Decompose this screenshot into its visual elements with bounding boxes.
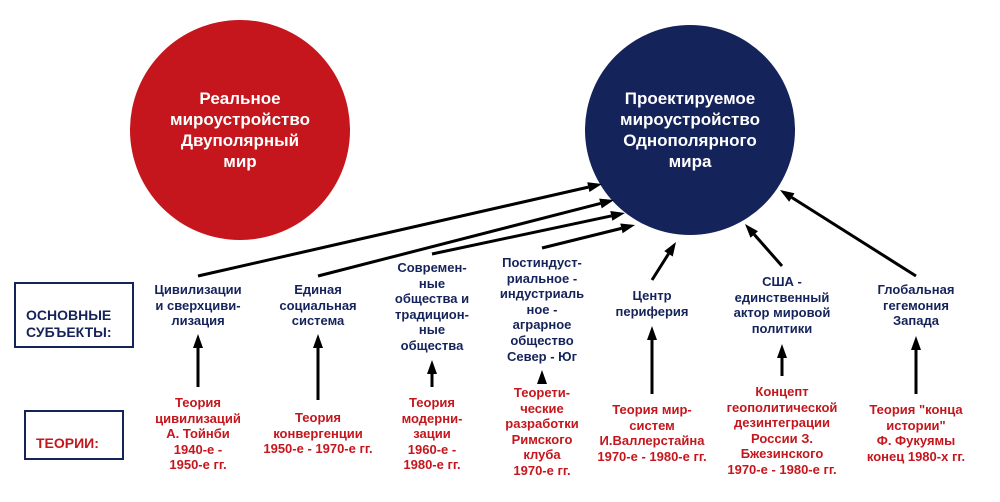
subject-6: Глобальная гегемония Запада — [857, 282, 975, 329]
row-label-subjects-text: ОСНОВНЫЕ СУБЪЕКТЫ: — [26, 307, 112, 340]
subject-2-text: Современ- ные общества и традицион- ные … — [395, 260, 469, 353]
subject-5-text: США - единственный актор мировой политик… — [734, 274, 831, 336]
theory-4-text: Теория мир- систем И.Валлерстайна 1970-е… — [597, 402, 706, 464]
subject-4-text: Центр периферия — [616, 288, 689, 319]
subject-2: Современ- ные общества и традицион- ные … — [373, 260, 491, 354]
theory-0-text: Теория цивилизаций А. Тойнби 1940-е - 19… — [155, 395, 241, 472]
theory-2: Теория модерни- зации 1960-е - 1980-е гг… — [373, 395, 491, 473]
theory-4: Теория мир- систем И.Валлерстайна 1970-е… — [593, 402, 711, 464]
circle-unipolar-world: Проектируемое мироустройство Однополярно… — [585, 25, 795, 235]
theory-3-text: Теорети- ческие разработки Римского клуб… — [505, 385, 578, 478]
subject-1-text: Единая социальная система — [279, 282, 356, 328]
row-label-theories-text: ТЕОРИИ: — [36, 435, 99, 451]
subject-3: Постиндуст- риальное - индустриаль ное -… — [483, 255, 601, 364]
theory-1-text: Теория конвергенции 1950-е - 1970-е гг. — [263, 410, 372, 456]
subject-6-text: Глобальная гегемония Запада — [878, 282, 955, 328]
circle-right-text: Проектируемое мироустройство Однополярно… — [620, 88, 760, 173]
circle-left-text: Реальное мироустройство Двуполярный мир — [170, 88, 310, 173]
subject-5: США - единственный актор мировой политик… — [723, 274, 841, 336]
theory-3: Теорети- ческие разработки Римского клуб… — [483, 385, 601, 479]
subject-0: Цивилизации и сверхциви- лизация — [139, 282, 257, 329]
theory-0: Теория цивилизаций А. Тойнби 1940-е - 19… — [139, 395, 257, 473]
theory-6: Теория "конца истории" Ф. Фукуямы конец … — [857, 402, 975, 464]
row-label-theories: ТЕОРИИ: — [24, 410, 124, 460]
theory-6-text: Теория "конца истории" Ф. Фукуямы конец … — [867, 402, 965, 464]
row-label-subjects: ОСНОВНЫЕ СУБЪЕКТЫ: — [14, 282, 134, 348]
subject-3-text: Постиндуст- риальное - индустриаль ное -… — [500, 255, 584, 364]
circle-bipolar-world: Реальное мироустройство Двуполярный мир — [130, 20, 350, 240]
theory-5-text: Концепт геополитической дезинтеграции Ро… — [727, 384, 838, 477]
subject-4: Центр периферия — [593, 288, 711, 319]
subject-1: Единая социальная система — [259, 282, 377, 329]
subject-0-text: Цивилизации и сверхциви- лизация — [154, 282, 241, 328]
theory-2-text: Теория модерни- зации 1960-е - 1980-е гг… — [402, 395, 463, 472]
theory-1: Теория конвергенции 1950-е - 1970-е гг. — [259, 410, 377, 457]
theory-5: Концепт геополитической дезинтеграции Ро… — [723, 384, 841, 478]
diagram-stage: Реальное мироустройство Двуполярный мир … — [0, 0, 1000, 502]
